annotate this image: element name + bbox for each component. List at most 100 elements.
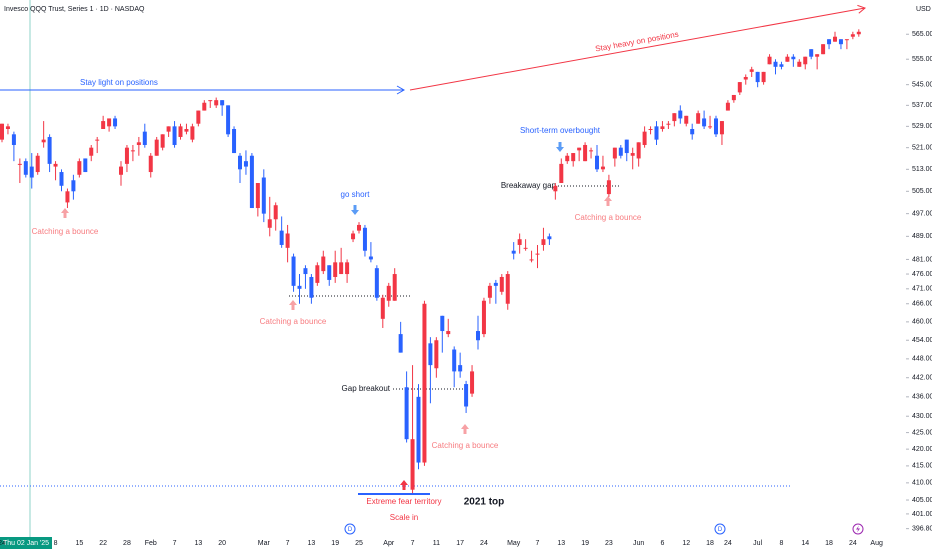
x-tick-label: 7 [173,540,177,547]
candle-body [53,163,58,167]
candle-body [761,71,766,83]
candle-body [678,110,683,119]
x-tick-label: 19 [331,540,339,547]
event-marker[interactable] [344,523,356,535]
annotation: Catching a bounce [575,213,642,222]
candle-body [95,139,100,141]
down-arrow [351,205,359,215]
candle-body [660,126,665,129]
annotation: Catching a bounce [432,441,499,450]
candle-body [589,150,594,152]
candle-body [755,71,760,83]
candle-body [856,31,861,35]
x-tick-label: 8 [779,540,783,547]
candle-body [297,285,302,289]
y-tick-label: 436.00 [912,394,932,401]
candle-body [809,49,814,57]
candle-body [65,191,70,203]
y-tick-label: 430.00 [912,413,932,420]
candle-body [422,303,427,463]
candle-body [71,180,76,192]
candle-body [59,172,64,186]
x-tick-label: 15 [75,540,83,547]
candle-body [362,227,367,251]
y-tick-label: 420.00 [912,446,932,453]
x-tick-label: 13 [557,540,565,547]
candle-body [315,265,320,283]
y-tick-label: 448.00 [912,356,932,363]
up-arrow [289,300,297,310]
annotation: 2021 top [464,497,505,508]
candle-body [5,126,10,129]
candle-body [232,128,237,154]
annotation: Catching a bounce [32,227,99,236]
x-tick-label: Jun [633,540,644,547]
candle-body [487,285,492,298]
candle-body [791,56,796,60]
candle-body [47,136,52,164]
y-tick-label: 545.00 [912,82,932,89]
candle-body [684,115,689,124]
up-arrow [604,196,612,206]
candle-body [821,44,826,55]
candle-body [368,256,373,260]
x-tick-label: 7 [286,540,290,547]
up-arrow [61,208,69,218]
candle-body [261,177,266,214]
candle-body [815,54,820,57]
x-tick-label: 24 [849,540,857,547]
candle-body [731,94,736,101]
candle-body [797,61,802,67]
candle-body [571,153,576,162]
annotation: Stay light on positions [80,78,158,87]
arrow-head [396,85,406,95]
x-tick-label: May [507,540,521,547]
candle-body [565,155,570,162]
candle-body [35,155,40,173]
x-tick-label: 7 [411,540,415,547]
candle-body [505,274,510,304]
candle-body [327,265,332,280]
candle-body [767,56,772,65]
candle-body [559,163,564,184]
candle-body [11,134,16,145]
trend-arrow [409,7,866,91]
x-tick-label: Feb [145,540,157,547]
y-tick-label: 466.00 [912,301,932,308]
x-tick-label: 24 [480,540,488,547]
candle-body [23,161,28,175]
candle-body [493,282,498,286]
candle-body [154,139,159,156]
candle-body [119,166,123,175]
x-tick-label: 24 [0,540,6,547]
candle-body [404,387,409,440]
candle-body [749,69,754,72]
annotation: Gap breakout [342,384,391,393]
y-tick-label: 415.00 [912,463,932,470]
annotation: Extreme fear territory [366,497,441,506]
event-marker[interactable] [714,523,726,535]
candle-body [666,123,671,125]
y-tick-label: 513.00 [912,166,932,173]
event-icon [856,525,860,533]
candle-body [238,155,242,170]
candle-body [29,166,34,178]
y-tick-label: 555.00 [912,56,932,63]
annotation: Catching a bounce [260,317,327,326]
y-tick-label: 401.00 [912,511,932,518]
candle-body [499,276,504,292]
candle-body [844,39,849,41]
x-tick-label: 24 [724,540,732,547]
candle-body [184,128,189,132]
x-tick-label: Thu 02 Jan '25 [3,540,49,547]
candle-body [357,224,361,231]
up-arrow [461,424,469,434]
up-arrow [400,480,408,490]
crosshair-label-box [0,537,52,549]
candle-body [708,126,713,128]
x-tick-label: Apr [383,540,395,547]
candle-body [743,76,748,80]
candle-body [374,268,379,298]
y-tick-label: 405.00 [912,497,932,504]
